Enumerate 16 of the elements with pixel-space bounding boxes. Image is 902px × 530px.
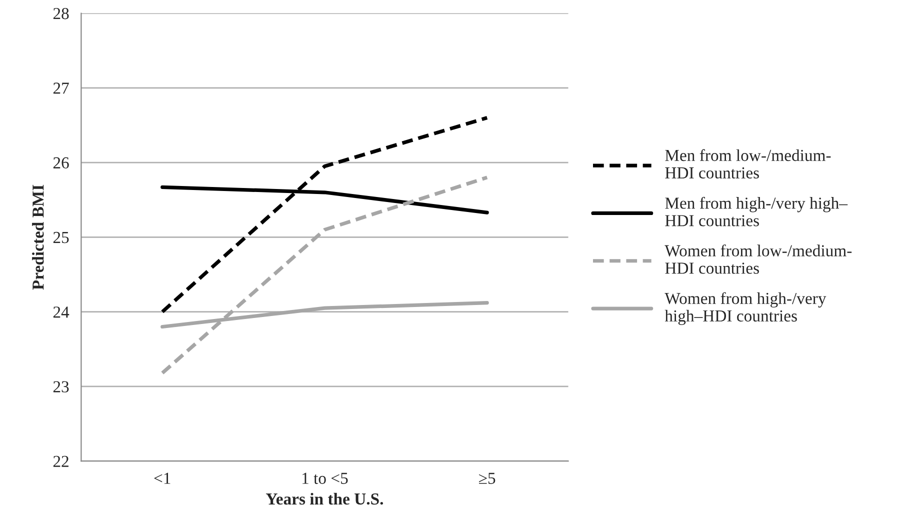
y-tick-label: 27 <box>53 82 69 94</box>
y-tick-label: 22 <box>53 456 68 467</box>
x-tick-label: <1 <box>154 472 170 484</box>
x-axis-title: Years in the U.S. <box>266 492 384 505</box>
x-tick-label: ≥5 <box>479 472 496 484</box>
y-tick-label: 23 <box>53 381 69 392</box>
legend-label: Women from high-/very high–HDI countries <box>664 292 826 325</box>
y-tick-label: 25 <box>53 232 69 244</box>
y-tick-label: 28 <box>53 8 69 20</box>
legend-label: Men from high-/very high– HDI countries <box>665 196 848 226</box>
y-axis-title: Predicted BMI <box>32 184 44 290</box>
y-tick-label: 24 <box>53 306 70 318</box>
legend-label: Men from low-/medium- HDI countries <box>665 149 831 179</box>
y-tick-label: 26 <box>53 157 69 168</box>
legend-label: Women from low-/medium- HDI countries <box>664 244 852 274</box>
x-tick-label: 1 to <5 <box>302 472 348 484</box>
